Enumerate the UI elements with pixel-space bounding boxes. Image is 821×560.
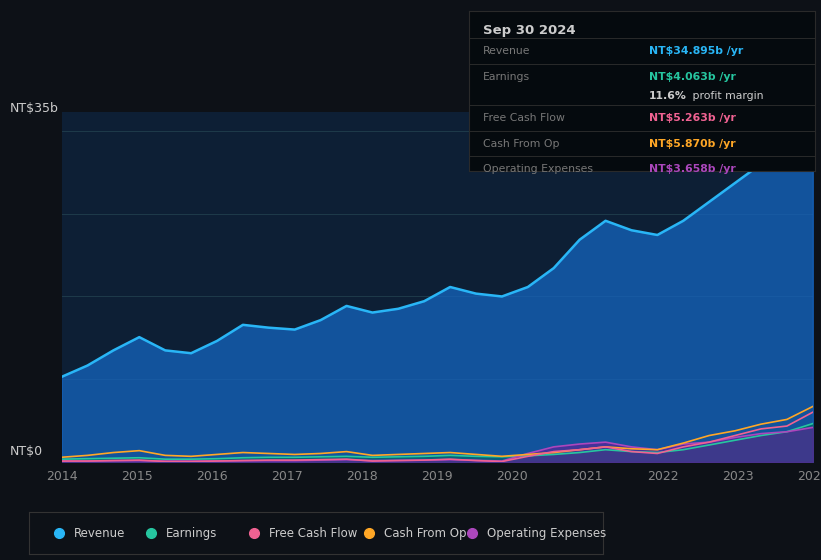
Text: NT$4.063b /yr: NT$4.063b /yr xyxy=(649,72,736,82)
Text: Sep 30 2024: Sep 30 2024 xyxy=(483,24,576,37)
Text: NT$34.895b /yr: NT$34.895b /yr xyxy=(649,46,743,57)
Text: Cash From Op: Cash From Op xyxy=(384,527,466,540)
Text: Earnings: Earnings xyxy=(483,72,530,82)
Text: Earnings: Earnings xyxy=(166,527,217,540)
Text: Free Cash Flow: Free Cash Flow xyxy=(483,113,565,123)
Text: Operating Expenses: Operating Expenses xyxy=(488,527,607,540)
Text: 11.6%: 11.6% xyxy=(649,91,687,101)
Text: NT$35b: NT$35b xyxy=(10,102,59,115)
Text: NT$3.658b /yr: NT$3.658b /yr xyxy=(649,165,736,174)
Text: Cash From Op: Cash From Op xyxy=(483,139,559,149)
Text: Revenue: Revenue xyxy=(483,46,530,57)
Text: Free Cash Flow: Free Cash Flow xyxy=(269,527,357,540)
Text: Operating Expenses: Operating Expenses xyxy=(483,165,593,174)
Text: profit margin: profit margin xyxy=(689,91,764,101)
Text: NT$0: NT$0 xyxy=(10,445,43,458)
Text: NT$5.870b /yr: NT$5.870b /yr xyxy=(649,139,736,149)
Text: NT$5.263b /yr: NT$5.263b /yr xyxy=(649,113,736,123)
Text: Revenue: Revenue xyxy=(74,527,125,540)
